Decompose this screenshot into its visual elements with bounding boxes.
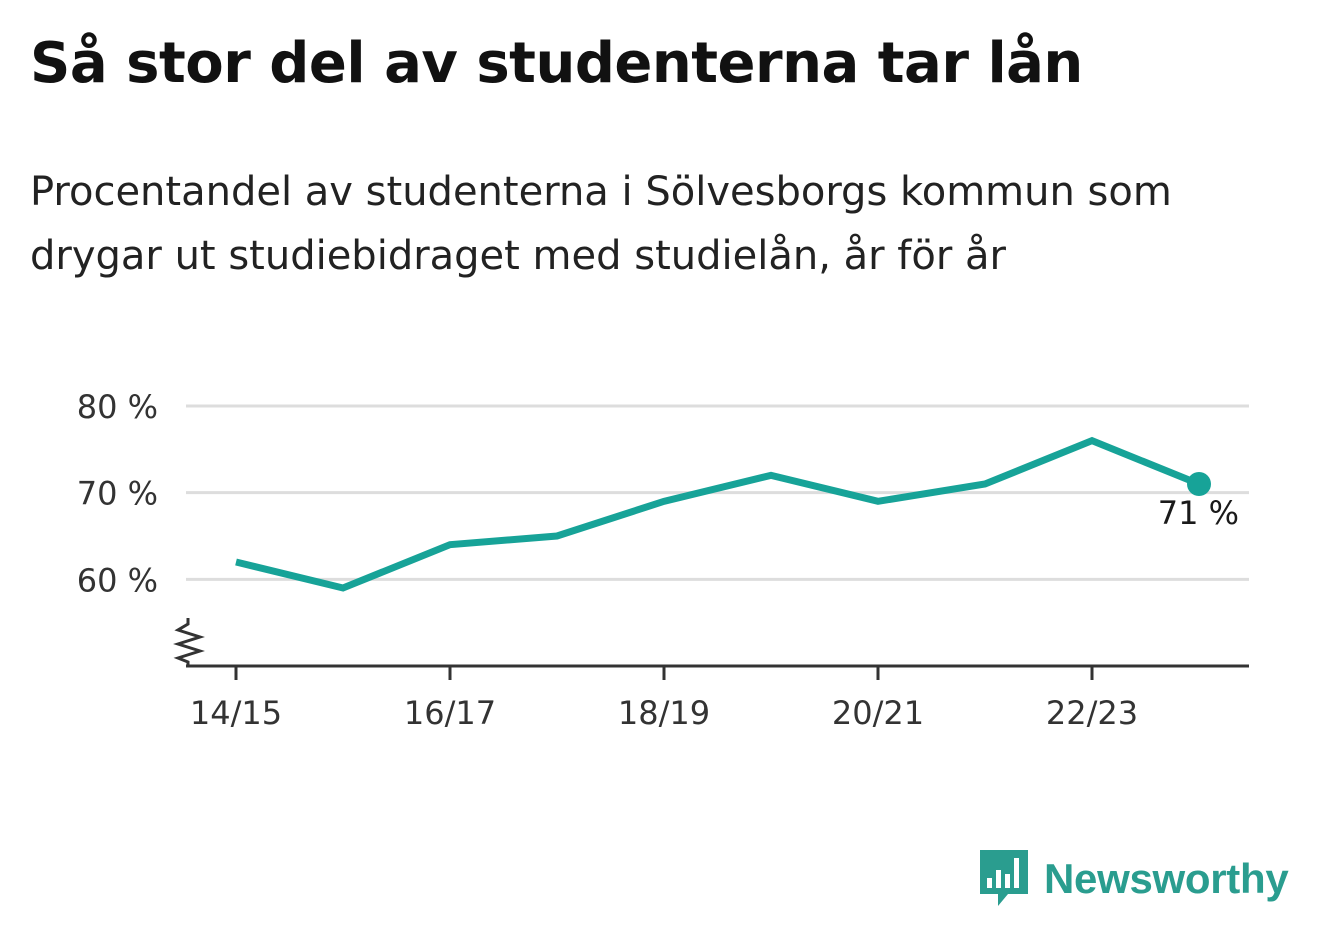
chart-title: Så stor del av studenterna tar lån [30,31,1083,96]
x-tick-label: 16/17 [404,694,496,732]
gridlines [186,404,1249,581]
end-value-label: 71 % [1158,494,1239,532]
brand-name: Newsworthy [1044,855,1289,902]
x-tick-label: 18/19 [618,694,710,732]
series-group: 71 % [235,436,1239,592]
y-tick-label: 60 % [77,561,158,599]
bar-chart-speech-bubble-icon [980,850,1028,906]
newsworthy-logo: Newsworthy [978,848,1289,910]
x-tick-label: 22/23 [1046,694,1138,732]
y-axis-tick-labels: 60 % 70 % 80 % [77,388,158,599]
end-point-marker [1187,472,1211,496]
y-axis-break-icon [173,618,205,666]
y-tick-label: 70 % [77,475,158,513]
x-tick-label: 20/21 [832,694,924,732]
x-axis-ticks: 14/15 16/17 18/19 20/21 22/23 [190,666,1138,732]
series-line [235,436,1201,592]
y-tick-label: 80 % [77,388,158,426]
x-tick-label: 14/15 [190,694,282,732]
chart-subtitle: Procentandel av studenterna i Sölvesborg… [30,169,1172,279]
